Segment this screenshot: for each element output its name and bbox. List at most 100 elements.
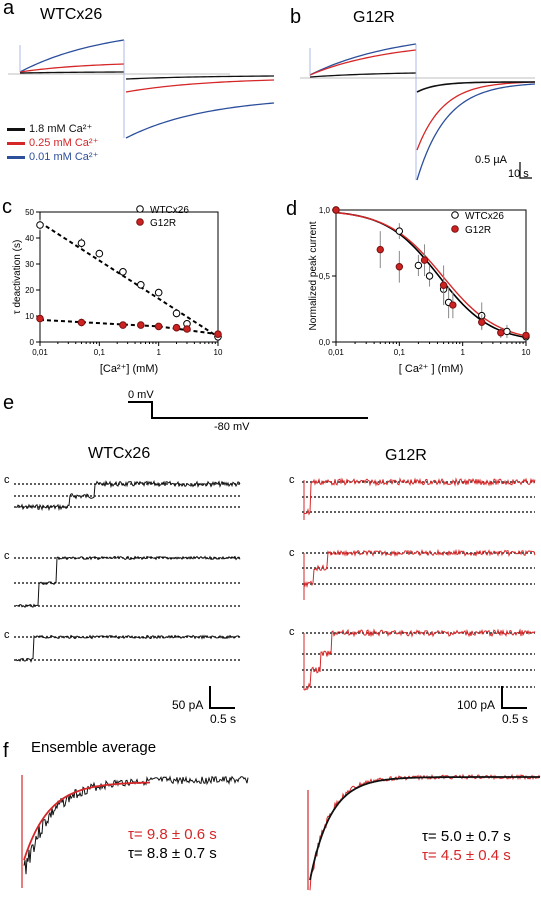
panel-f-title: Ensemble average bbox=[31, 739, 157, 756]
scale-bar-e-right bbox=[501, 686, 527, 709]
trace-wt bbox=[15, 480, 241, 512]
data-point-wt bbox=[414, 261, 423, 270]
panel-letter-a: a bbox=[3, 0, 15, 19]
protocol-step-label: -80 mV bbox=[214, 421, 250, 433]
trace-wt bbox=[15, 555, 241, 609]
trace-b-black bbox=[309, 72, 417, 78]
data-point-g12r bbox=[449, 301, 457, 309]
legend-label-wt: WTCx26 bbox=[465, 211, 504, 222]
plot-frame bbox=[39, 211, 219, 343]
trace-b-blue bbox=[309, 43, 417, 76]
tau-left-red: τ= 9.8 ± 0.6 s bbox=[128, 826, 217, 843]
legend-marker-g12r bbox=[451, 225, 459, 233]
panel-letter-d: d bbox=[286, 198, 298, 220]
legend-swatch-red bbox=[7, 141, 25, 145]
trace-g12r bbox=[303, 628, 536, 691]
data-point-wt bbox=[119, 268, 127, 276]
panel-letter-c: c bbox=[2, 196, 12, 218]
data-point-g12r bbox=[183, 325, 191, 333]
trace-g12r bbox=[303, 477, 536, 516]
legend-marker-wt bbox=[136, 205, 144, 213]
data-point-wt bbox=[137, 281, 145, 289]
y-axis-label: τ deactivation (s) bbox=[12, 240, 23, 315]
x-tick-label: 0,01 bbox=[32, 348, 48, 357]
panel-e-right-title: G12R bbox=[385, 447, 427, 464]
tau-right-red: τ= 4.5 ± 0.4 s bbox=[422, 847, 511, 864]
trace-b-red-tail bbox=[416, 81, 536, 151]
x-tick-label: 0,01 bbox=[328, 348, 344, 357]
single-channel-traces bbox=[14, 477, 536, 691]
trace-b-red bbox=[309, 49, 417, 76]
y-tick-label: 1,0 bbox=[319, 206, 331, 215]
x-tick-label: 0,1 bbox=[394, 348, 406, 357]
current-traces bbox=[8, 39, 536, 181]
ensemble-fit-g12r bbox=[309, 776, 540, 881]
legend-label: 1.8 mM Ca²⁺ bbox=[29, 123, 93, 135]
scale-b-time: 10 s bbox=[508, 168, 529, 180]
y-tick-label: 0,0 bbox=[319, 338, 331, 347]
voltage-protocol bbox=[128, 401, 368, 419]
closed-label: c bbox=[289, 474, 295, 486]
x-tick-label: 10 bbox=[214, 348, 223, 357]
ensemble-average-traces bbox=[21, 773, 541, 891]
tau-left-black: τ= 8.8 ± 0.7 s bbox=[128, 845, 217, 862]
closed-label: c bbox=[4, 474, 10, 486]
tau-right-black: τ= 5.0 ± 0.7 s bbox=[422, 828, 511, 845]
scale-e-right-time: 0.5 s bbox=[502, 712, 529, 726]
protocol-hold-label: 0 mV bbox=[128, 389, 154, 401]
trace-a-black-tail bbox=[125, 75, 275, 80]
trace-a-blue bbox=[19, 39, 125, 73]
data-point-g12r bbox=[172, 323, 181, 332]
data-point-g12r bbox=[439, 281, 448, 289]
data-point-wt bbox=[395, 227, 404, 235]
data-point-g12r bbox=[36, 314, 44, 323]
y-tick-label: 20 bbox=[25, 286, 34, 295]
y-tick-label: 0 bbox=[30, 338, 35, 347]
x-tick-label: 0,1 bbox=[94, 348, 106, 357]
legend-label-g12r: G12R bbox=[150, 218, 176, 229]
data-point-g12r bbox=[214, 330, 222, 339]
trace-a-red bbox=[19, 63, 125, 73]
data-point-wt bbox=[77, 239, 86, 247]
legend-label: 0.01 mM Ca²⁺ bbox=[29, 151, 99, 163]
trace-b-blue-tail bbox=[416, 83, 536, 181]
data-point-wt bbox=[172, 309, 181, 318]
fit-line-g12r bbox=[39, 318, 219, 336]
legend-item: 1.8 mM Ca²⁺ bbox=[7, 122, 92, 135]
fit-line-wt bbox=[39, 221, 219, 338]
data-point-g12r bbox=[77, 318, 86, 327]
y-tick-label: 50 bbox=[25, 208, 34, 217]
panel-a-title: WTCx26 bbox=[40, 6, 103, 23]
data-point-g12r bbox=[420, 256, 429, 264]
legend-item: 0.25 mM Ca²⁺ bbox=[7, 136, 98, 149]
data-point-g12r bbox=[119, 321, 127, 329]
x-tick-label: 1 bbox=[156, 348, 161, 357]
chart-tau-deactivation: 0,01 0,1 1 10 0 10 20 30 40 50 [Ca²⁺] (mM) τ deacti… bbox=[12, 205, 223, 375]
closed-label: c bbox=[4, 550, 10, 562]
closed-label: c bbox=[289, 547, 295, 559]
trace-wt bbox=[15, 634, 241, 663]
trace-b-black-tail bbox=[416, 81, 536, 93]
y-tick-label: 0,5 bbox=[319, 272, 331, 281]
data-point-g12r bbox=[137, 321, 145, 329]
trace-a-blue-tail bbox=[125, 102, 275, 139]
x-tick-label: 10 bbox=[522, 348, 531, 357]
data-point-wt bbox=[503, 327, 511, 336]
data-point-g12r bbox=[395, 263, 404, 271]
panel-letter-f: f bbox=[3, 740, 9, 762]
legend-label: 0.25 mM Ca²⁺ bbox=[29, 137, 99, 149]
scale-b-current: 0.5 µA bbox=[475, 154, 508, 166]
data-point-g12r bbox=[478, 318, 486, 326]
trace-a-black bbox=[19, 71, 125, 74]
legend-swatch-blue bbox=[7, 155, 25, 159]
data-point-wt bbox=[36, 221, 44, 229]
x-axis-label: [Ca²⁺] (mM) bbox=[100, 363, 158, 375]
trace-g12r bbox=[303, 548, 536, 589]
x-axis-label: [ Ca²⁺ ] (mM) bbox=[399, 363, 463, 375]
closed-label: c bbox=[289, 626, 295, 638]
legend-marker-g12r bbox=[136, 218, 144, 226]
data-point-g12r bbox=[332, 206, 340, 214]
panel-letter-e: e bbox=[3, 392, 15, 414]
scale-bar-b bbox=[519, 162, 532, 179]
